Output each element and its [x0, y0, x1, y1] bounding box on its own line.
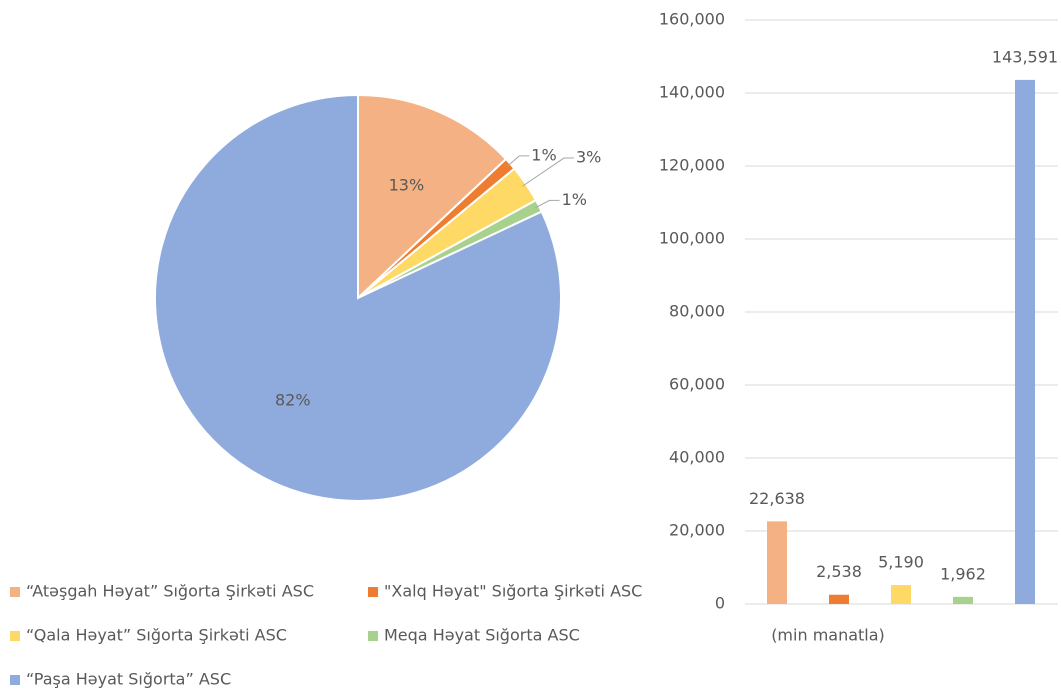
y-tick-label: 140,000	[659, 83, 725, 102]
legend-swatch	[368, 631, 378, 641]
data-label: 1,962	[940, 564, 986, 583]
y-tick-label: 120,000	[659, 156, 725, 175]
legend-swatch	[10, 631, 20, 641]
bar	[1015, 79, 1035, 605]
y-tick-label: 40,000	[669, 448, 725, 467]
y-tick-label: 0	[715, 594, 725, 613]
legend-swatch	[10, 587, 20, 597]
bar	[767, 521, 787, 604]
legend-label: “Paşa Həyat Sığorta” ASC	[26, 670, 231, 689]
data-label: 143,591	[992, 47, 1058, 66]
data-label: 5,190	[878, 553, 924, 572]
legend-swatch	[10, 675, 20, 685]
legend-label: “Atəşgah Həyat” Sığorta Şirkəti ASC	[26, 582, 314, 601]
y-tick-label: 100,000	[659, 229, 725, 248]
x-axis-label: (min manatla)	[771, 626, 885, 645]
data-label: 13%	[389, 176, 425, 195]
data-label: 3%	[576, 148, 601, 167]
legend-label: Meqa Həyat Sığorta ASC	[384, 626, 580, 645]
data-label: 1%	[562, 190, 587, 209]
pie-slice	[154, 93, 562, 502]
leader-line	[522, 157, 574, 187]
legend-label: "Xalq Həyat" Sığorta Şirkəti ASC	[384, 582, 642, 601]
data-label: 1%	[531, 145, 556, 164]
y-tick-label: 60,000	[669, 375, 725, 394]
legend-swatch	[368, 587, 378, 597]
bar	[891, 585, 911, 604]
data-label: 2,538	[816, 562, 862, 581]
legend-label: “Qala Həyat” Sığorta Şirkəti ASC	[26, 626, 287, 645]
leader-line	[535, 199, 560, 209]
bar	[829, 594, 849, 604]
leader-line	[506, 155, 530, 167]
bar	[953, 596, 973, 604]
y-tick-label: 80,000	[669, 302, 725, 321]
pie-slice	[357, 93, 508, 301]
y-tick-label: 20,000	[669, 521, 725, 540]
y-tick-label: 160,000	[659, 10, 725, 29]
data-label: 82%	[275, 390, 311, 409]
data-label: 22,638	[749, 489, 805, 508]
